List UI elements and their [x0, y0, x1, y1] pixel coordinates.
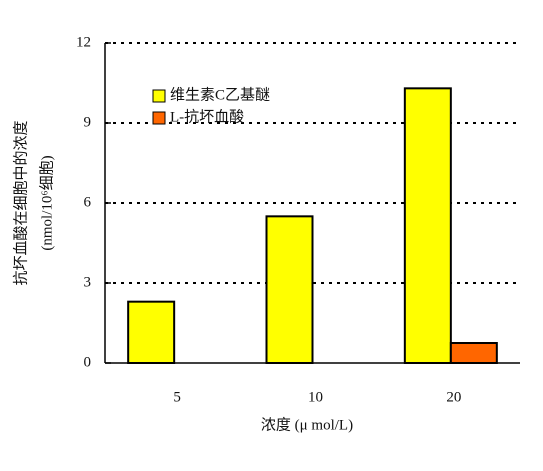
- y-tick-label: 12: [76, 34, 91, 50]
- legend-swatch: [152, 89, 166, 103]
- y-axis-label: (nmol/10⁶细胞): [38, 155, 55, 250]
- bar: [449, 342, 498, 364]
- y-tick-label: 3: [84, 274, 92, 290]
- x-tick-label: 5: [173, 389, 181, 405]
- y-tick-label: 9: [84, 114, 92, 130]
- legend-swatch: [152, 111, 166, 125]
- x-axis-label: 浓度 (μ mol/L): [261, 416, 353, 433]
- x-tick-label: 20: [446, 389, 461, 405]
- legend-label: L-抗坏血酸: [170, 108, 244, 125]
- bar: [127, 300, 176, 364]
- bar: [403, 87, 452, 364]
- x-tick-label: 10: [308, 389, 323, 405]
- legend-label: 维生素C乙基醚: [170, 86, 270, 103]
- y-tick-label: 0: [84, 354, 92, 370]
- bar: [265, 215, 314, 364]
- y-axis-label: 抗坏血酸在细胞中的浓度: [12, 120, 29, 285]
- y-tick-label: 6: [84, 194, 92, 210]
